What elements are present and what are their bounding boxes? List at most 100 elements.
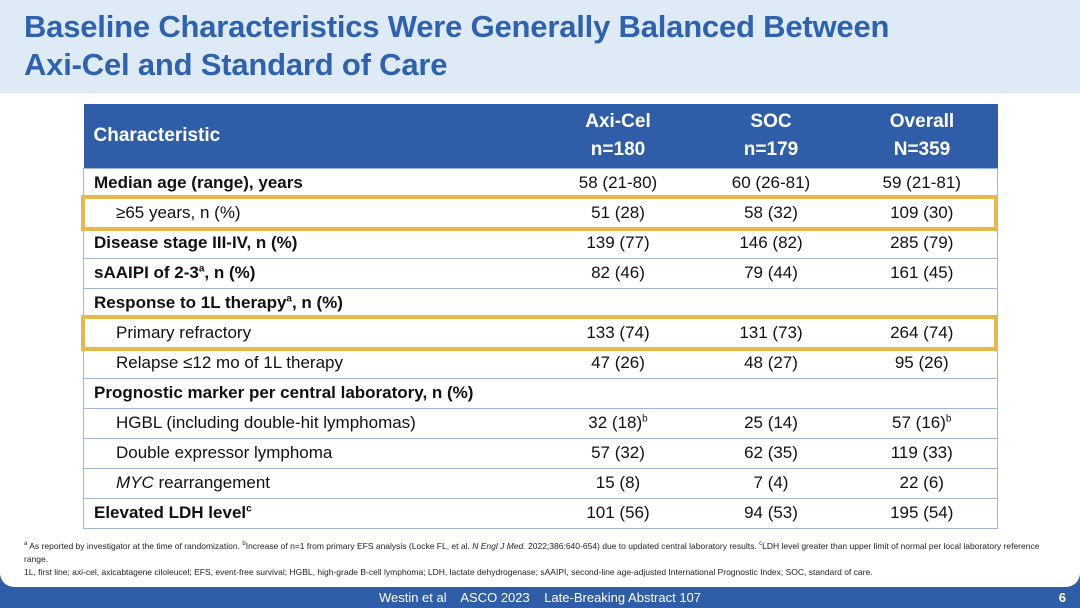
label-text: Primary refractory: [116, 323, 252, 342]
value-text: 48 (27): [744, 353, 798, 372]
cell-value: 59 (21-81): [846, 167, 998, 198]
cell-value: 195 (54): [846, 497, 998, 528]
cell-value: 139 (77): [540, 227, 696, 258]
cell-value: [695, 377, 847, 408]
cell-value: [540, 287, 696, 318]
label-text: Prognostic marker per central laboratory…: [94, 383, 474, 402]
cell-value: 15 (8): [540, 467, 696, 498]
cell-value: 47 (26): [540, 347, 696, 378]
row-label: Primary refractory: [83, 317, 541, 348]
value-text: 94 (53): [744, 503, 798, 522]
cell-value: 51 (28): [540, 197, 696, 228]
table-row: MYC rearrangement 15 (8) 7 (4) 22 (6): [83, 467, 998, 498]
label-suffix: , n (%): [204, 263, 256, 282]
value-text: 133 (74): [586, 323, 650, 342]
column-header: Axi-Cel n=180: [540, 104, 696, 168]
value-text: 195 (54): [890, 503, 954, 522]
footer-authors: Westin et al: [378, 590, 447, 605]
row-label: Median age (range), years: [83, 167, 541, 198]
cell-value: [695, 287, 847, 318]
header-line-2: n=179: [743, 138, 799, 160]
row-label: HGBL (including double-hit lymphomas): [83, 407, 541, 438]
column-header: SOC n=179: [695, 104, 847, 168]
label-text: ≥65 years, n (%): [116, 203, 241, 222]
value-text: 25 (14): [744, 413, 798, 432]
row-label: Prognostic marker per central laboratory…: [83, 377, 541, 408]
value-text: 109 (30): [890, 203, 954, 222]
value-text: 79 (44): [744, 263, 798, 282]
note-b: Increase of n=1 from primary EFS analysi…: [245, 541, 470, 551]
cell-value: [846, 287, 998, 318]
value-text: 264 (74): [890, 323, 954, 342]
table-row: HGBL (including double-hit lymphomas) 32 …: [83, 407, 998, 438]
note-b-journal: N Engl J Med.: [472, 541, 526, 551]
title-line-2: Axi-Cel and Standard of Care: [24, 47, 448, 82]
cell-value: 161 (45): [846, 257, 998, 288]
footnote-marker: a: [198, 263, 205, 275]
column-header: Overall N=359: [846, 104, 998, 168]
gene-name: MYC: [116, 473, 154, 492]
table-row: sAAIPI of 2-3a, n (%) 82 (46) 79 (44) 161 (…: [83, 257, 998, 288]
header-line-2: n=180: [590, 138, 646, 160]
cell-value: 109 (30): [846, 197, 998, 228]
value-text: 57 (32): [591, 443, 645, 462]
header-line-1: SOC: [750, 110, 792, 132]
row-label: Relapse ≤12 mo of 1L therapy: [83, 347, 541, 378]
row-label: ≥65 years, n (%): [83, 197, 541, 228]
table-row: Primary refractory 133 (74) 131 (73) 264 (7…: [83, 317, 998, 348]
cell-value: 133 (74): [540, 317, 696, 348]
header-line-1: Overall: [889, 110, 955, 132]
footer-meeting: ASCO 2023: [460, 590, 530, 605]
value-text: 51 (28): [591, 203, 645, 222]
note-a: As reported by investigator at the time …: [29, 541, 240, 551]
header-line-2: N=359: [893, 138, 951, 160]
cell-value: 79 (44): [695, 257, 847, 288]
cell-value: 146 (82): [695, 227, 847, 258]
row-label: Response to 1L therapya, n (%): [83, 287, 541, 318]
footnote-marker: a: [286, 293, 292, 305]
label-text: Double expressor lymphoma: [116, 443, 333, 462]
cell-value: [540, 377, 696, 408]
value-text: 146 (82): [739, 233, 803, 252]
cell-value: 82 (46): [540, 257, 696, 288]
title-band: [0, 0, 1080, 93]
header-line-1: Axi-Cel: [585, 110, 651, 132]
title-line-1: Baseline Characteristics Were Generally …: [24, 9, 890, 44]
value-text: 101 (56): [586, 503, 650, 522]
value-text: 58 (32): [744, 203, 798, 222]
row-label: Disease stage III-IV, n (%): [83, 227, 541, 258]
cell-value: 119 (33): [846, 437, 998, 468]
abbreviations: 1L, first line; axi-cel, axicabtagene ci…: [24, 567, 873, 577]
table-row: Double expressor lymphoma 57 (32) 62 (35) 1…: [83, 437, 998, 468]
footer-abstract: Late-Breaking Abstract 107: [544, 590, 702, 605]
cell-value: 131 (73): [695, 317, 847, 348]
value-text: 285 (79): [890, 233, 954, 252]
value-text: 62 (35): [744, 443, 798, 462]
label-text: sAAIPI of 2-3: [94, 263, 199, 282]
value-text: 22 (6): [899, 473, 944, 492]
value-text: 47 (26): [591, 353, 645, 372]
row-label: Elevated LDH levelc: [83, 497, 541, 528]
table-row: Elevated LDH levelc 101 (56) 94 (53) 195 (5…: [83, 497, 998, 528]
value-text: 32 (18): [588, 413, 643, 432]
value-text: 7 (4): [753, 473, 789, 492]
value-text: 161 (45): [890, 263, 954, 282]
cell-value: 25 (14): [695, 407, 847, 438]
label-suffix: , n (%): [291, 293, 343, 312]
cell-value: 94 (53): [695, 497, 847, 528]
cell-value: 95 (26): [846, 347, 998, 378]
cell-value: 60 (26-81): [695, 167, 847, 198]
footnote-marker: c: [246, 503, 252, 515]
table-row: Median age (range), years 58 (21-80) 60 (2…: [83, 167, 998, 198]
cell-value: 7 (4): [695, 467, 847, 498]
cell-value: [846, 377, 998, 408]
cell-value: 58 (21-80): [540, 167, 696, 198]
table-row: ≥65 years, n (%) 51 (28) 58 (32) 109 (30): [83, 197, 998, 228]
cell-value: 32 (18)b: [540, 407, 696, 438]
cell-value: 285 (79): [846, 227, 998, 258]
row-label: sAAIPI of 2-3a, n (%): [83, 257, 541, 288]
table-row: Response to 1L therapya, n (%): [83, 287, 998, 318]
slide-panel: Baseline Characteristics Were Generally …: [0, 0, 1080, 587]
value-text: 95 (26): [894, 353, 949, 372]
slide-title: Baseline Characteristics Were Generally …: [24, 8, 889, 84]
